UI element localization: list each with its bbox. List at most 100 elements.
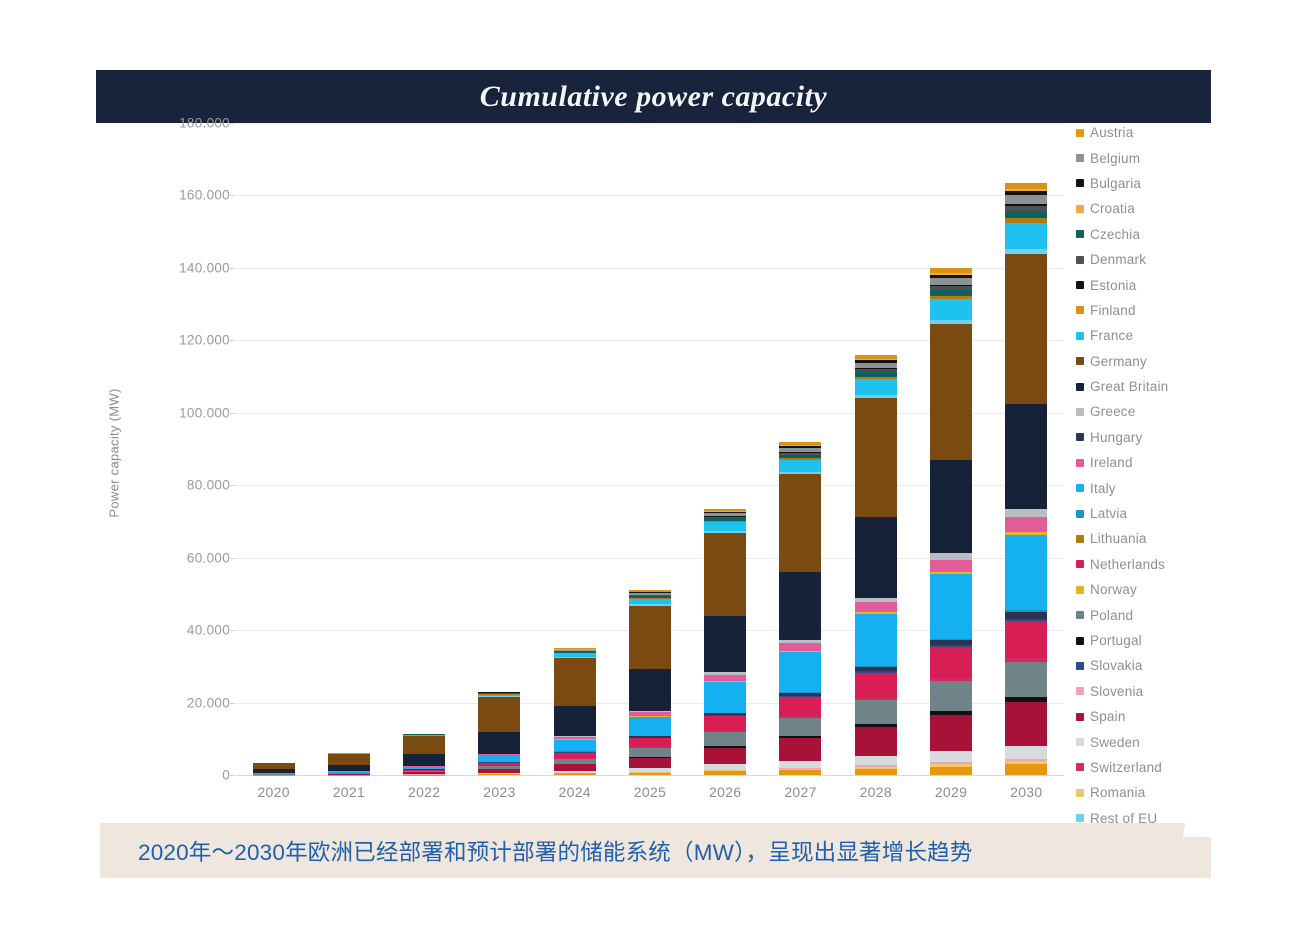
bar-segment-great-britain[interactable] (327, 764, 370, 772)
bar-segment-croatia[interactable] (779, 444, 822, 446)
bar-segment-netherlands[interactable] (553, 752, 596, 759)
legend-item-austria[interactable]: Austria (1076, 120, 1226, 145)
legend-item-latvia[interactable]: Latvia (1076, 501, 1226, 526)
bar-segment-czechia[interactable] (704, 518, 747, 522)
bar-segment-poland[interactable] (553, 758, 596, 764)
bar-segment-sweden[interactable] (478, 772, 521, 774)
bar-segment-slovakia[interactable] (628, 737, 671, 739)
bar-segment-czechia[interactable] (1005, 210, 1048, 219)
bar-segment-ireland[interactable] (628, 712, 671, 717)
legend-item-greece[interactable]: Greece (1076, 399, 1226, 424)
bar-segment-belgium[interactable] (704, 513, 747, 517)
stacked-bar[interactable] (1005, 183, 1048, 775)
stacked-bar[interactable] (252, 762, 295, 775)
bar-segment-poland[interactable] (327, 773, 370, 774)
bar-segment-estonia[interactable] (854, 367, 897, 370)
bar-segment-austria[interactable] (628, 772, 671, 775)
bar-segment-great-britain[interactable] (704, 615, 747, 673)
bar-segment-germany[interactable] (403, 735, 446, 755)
bar-segment-denmark[interactable] (553, 651, 596, 652)
bar-segment-finland[interactable] (553, 648, 596, 650)
legend-item-great-britain[interactable]: Great Britain (1076, 374, 1226, 399)
bar-segment-denmark[interactable] (628, 595, 671, 597)
bar-segment-poland[interactable] (628, 748, 671, 757)
bar-segment-croatia[interactable] (704, 510, 747, 512)
bar-segment-france[interactable] (704, 522, 747, 532)
bar-segment-austria[interactable] (779, 770, 822, 775)
bar-segment-italy[interactable] (1005, 535, 1048, 611)
bar-segment-estonia[interactable] (779, 451, 822, 453)
bar-segment-germany[interactable] (252, 762, 295, 770)
bar-segment-germany[interactable] (327, 754, 370, 765)
bar-segment-romania[interactable] (628, 772, 671, 773)
bar-segment-romania[interactable] (779, 768, 822, 771)
bar-segment-germany[interactable] (704, 533, 747, 616)
bar-segment-lithuania[interactable] (779, 458, 822, 460)
bar-segment-sweden[interactable] (628, 768, 671, 772)
bar-segment-switzerland[interactable] (1005, 658, 1048, 663)
bar-segment-bulgaria[interactable] (930, 274, 973, 278)
bar-segment-romania[interactable] (1005, 761, 1048, 765)
bar-segment-finland[interactable] (854, 355, 897, 359)
legend-item-hungary[interactable]: Hungary (1076, 425, 1226, 450)
bar-segment-slovakia[interactable] (854, 671, 897, 673)
bar-segment-poland[interactable] (930, 681, 973, 711)
stacked-bar[interactable] (854, 355, 897, 775)
bar-segment-france[interactable] (628, 598, 671, 605)
bar-segment-estonia[interactable] (930, 284, 973, 287)
legend-item-switzerland[interactable]: Switzerland (1076, 755, 1226, 780)
legend-item-lithuania[interactable]: Lithuania (1076, 526, 1226, 551)
bar-segment-czechia[interactable] (553, 651, 596, 653)
bar-segment-spain[interactable] (704, 747, 747, 765)
legend-item-slovenia[interactable]: Slovenia (1076, 679, 1226, 704)
bar-segment-spain[interactable] (327, 773, 370, 775)
bar-segment-denmark[interactable] (704, 516, 747, 519)
bar-segment-ireland[interactable] (478, 754, 521, 756)
bar-segment-italy[interactable] (327, 771, 370, 773)
bar-segment-estonia[interactable] (1005, 204, 1048, 207)
bar-segment-belgium[interactable] (553, 649, 596, 652)
bar-segment-belgium[interactable] (1005, 195, 1048, 205)
bar-segment-sweden[interactable] (1005, 745, 1048, 759)
bar-segment-portugal[interactable] (704, 745, 747, 748)
bar-segment-germany[interactable] (1005, 253, 1048, 405)
bar-segment-france[interactable] (1005, 222, 1048, 249)
bar-segment-denmark[interactable] (779, 452, 822, 455)
bar-segment-latvia[interactable] (930, 638, 973, 641)
bar-segment-lithuania[interactable] (704, 521, 747, 523)
bar-segment-poland[interactable] (704, 732, 747, 746)
bar-segment-spain[interactable] (553, 764, 596, 771)
legend-item-czechia[interactable]: Czechia (1076, 222, 1226, 247)
bar-segment-austria[interactable] (553, 773, 596, 775)
bar-segment-ireland[interactable] (1005, 517, 1048, 532)
bar-segment-italy[interactable] (403, 766, 446, 770)
bar-segment-portugal[interactable] (628, 756, 671, 758)
bar-segment-germany[interactable] (478, 696, 521, 733)
bar-segment-bulgaria[interactable] (704, 511, 747, 514)
legend-item-germany[interactable]: Germany (1076, 349, 1226, 374)
bar-segment-norway[interactable] (930, 571, 973, 575)
legend-item-rest-of-eu[interactable]: Rest of EU (1076, 806, 1226, 831)
bar-segment-finland[interactable] (628, 590, 671, 592)
bar-segment-great-britain[interactable] (1005, 404, 1048, 510)
bar-segment-greece[interactable] (704, 672, 747, 675)
bar-segment-great-britain[interactable] (478, 732, 521, 754)
bar-segment-spain[interactable] (854, 726, 897, 757)
bar-segment-belgium[interactable] (854, 362, 897, 368)
bar-segment-bulgaria[interactable] (779, 445, 822, 448)
bar-segment-great-britain[interactable] (854, 516, 897, 598)
bar-segment-hungary[interactable] (628, 736, 671, 738)
bar-segment-italy[interactable] (478, 755, 521, 762)
bar-segment-rest-of-eu[interactable] (779, 471, 822, 475)
bar-segment-spain[interactable] (478, 769, 521, 773)
bar-segment-spain[interactable] (628, 757, 671, 769)
bar-segment-romania[interactable] (930, 764, 973, 767)
bar-segment-belgium[interactable] (478, 692, 521, 694)
legend-item-sweden[interactable]: Sweden (1076, 729, 1226, 754)
bar-segment-norway[interactable] (1005, 531, 1048, 536)
bar-segment-bulgaria[interactable] (628, 592, 671, 593)
bar-segment-france[interactable] (779, 459, 822, 472)
bar-segment-norway[interactable] (628, 716, 671, 717)
bar-segment-ireland[interactable] (854, 602, 897, 613)
bar-segment-austria[interactable] (1005, 764, 1048, 775)
